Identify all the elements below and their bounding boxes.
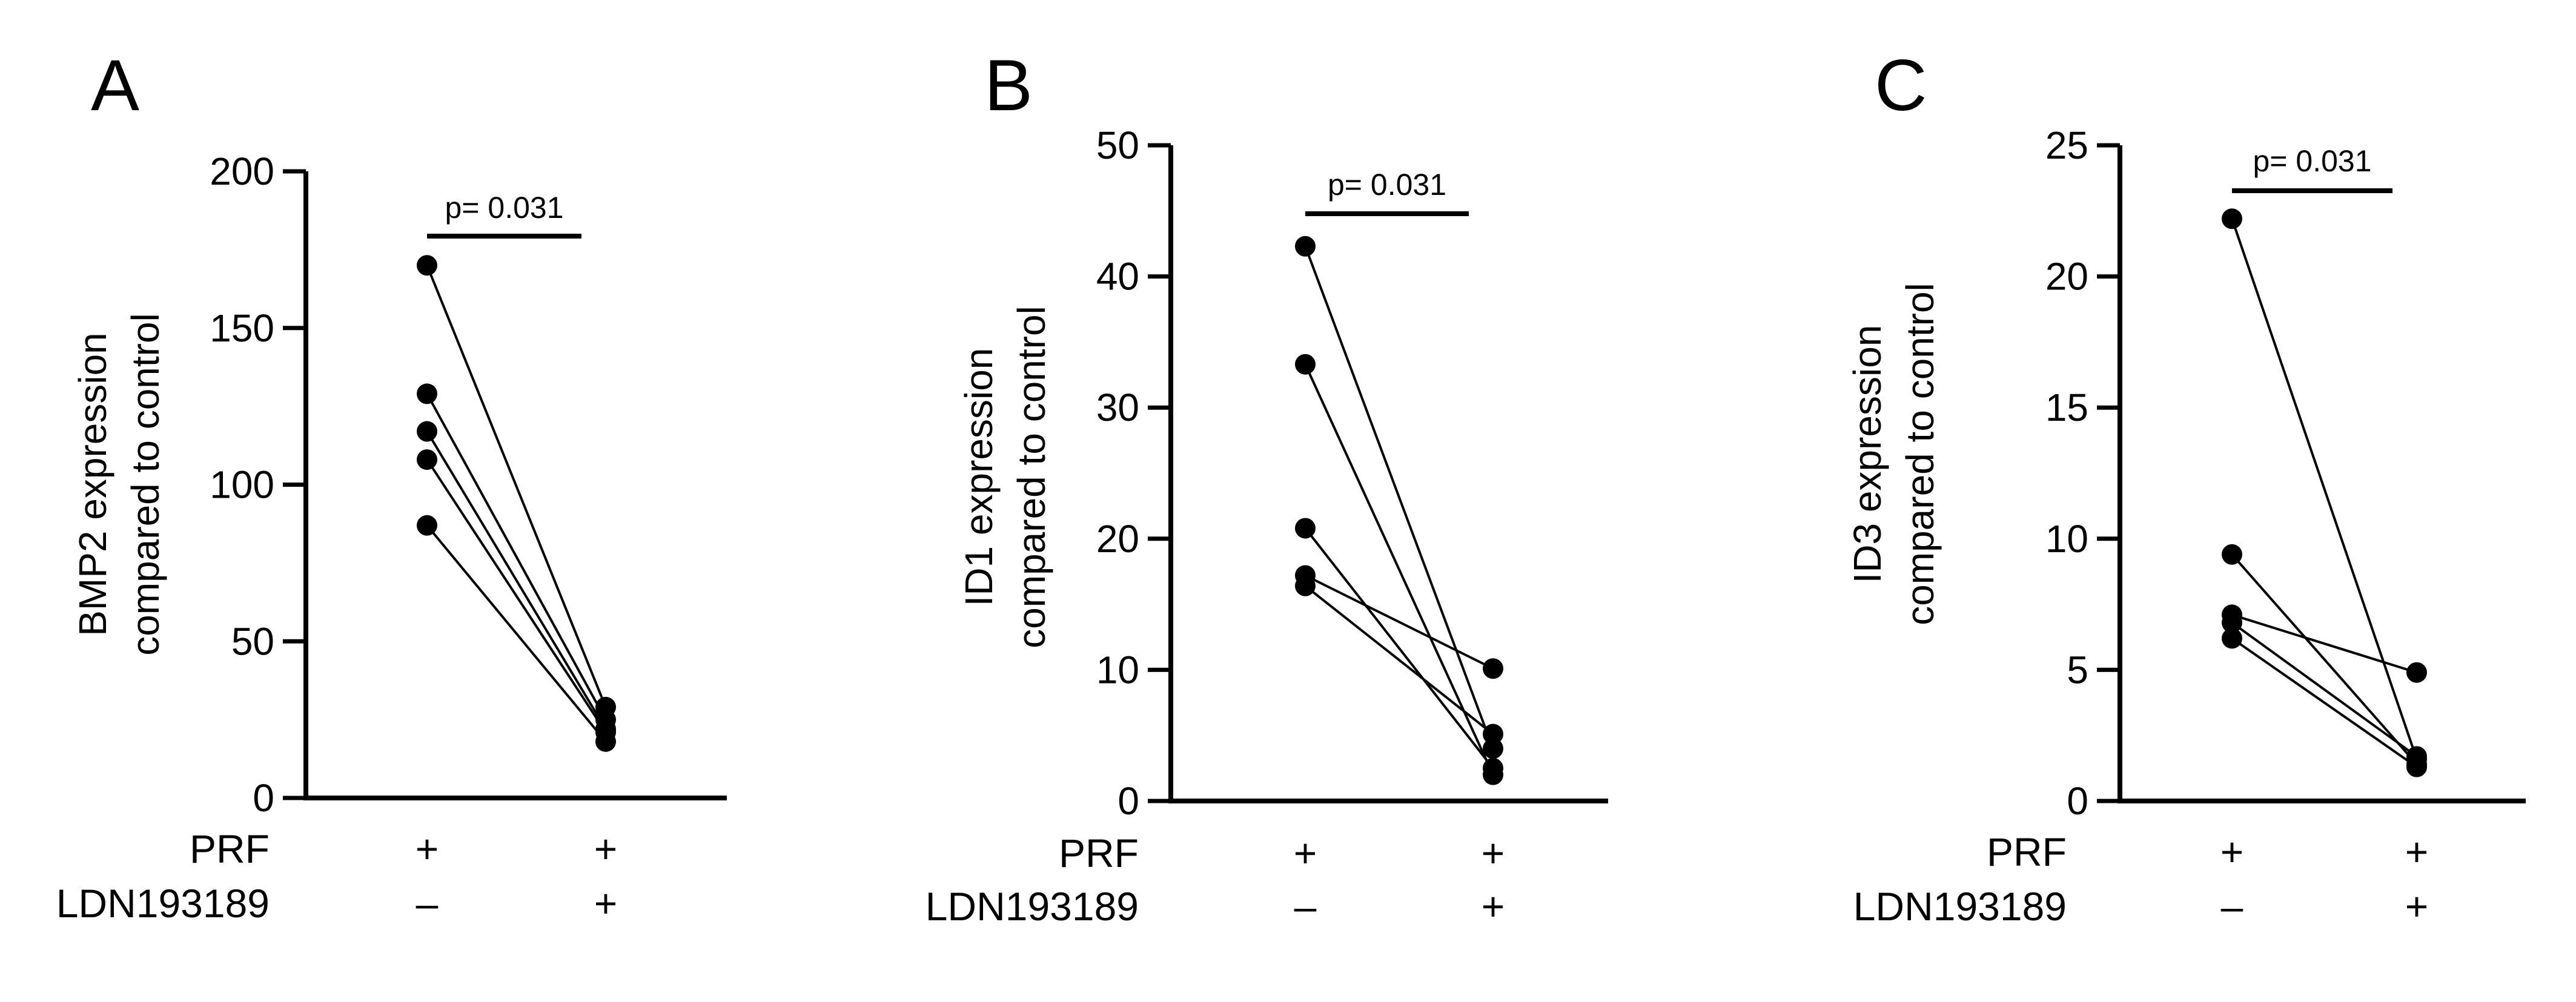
- y-tick-label: 20: [2045, 255, 2088, 298]
- y-axis-title-line-2: compared to control: [124, 313, 167, 656]
- condition-label-ldn193189: LDN193189: [56, 881, 270, 926]
- data-point-3-with-ldn: [2406, 662, 2427, 683]
- panel-a: A 0 50 100 150 200 BMP2 expression compared to …: [56, 45, 727, 926]
- data-point-5-without-ldn: [2222, 628, 2242, 649]
- data-point-4-without-ldn: [417, 449, 437, 470]
- y-tick-label: 0: [2067, 779, 2088, 823]
- y-tick-label: 0: [253, 776, 274, 820]
- y-tick-label: 200: [210, 150, 274, 193]
- data-point-2-without-ldn: [417, 383, 437, 404]
- y-tick-label: 20: [1096, 517, 1139, 561]
- data-point-5-with-ldn: [1483, 723, 1503, 745]
- pair-line-2: [1304, 363, 1494, 776]
- y-tick-label: 40: [1096, 255, 1139, 298]
- condition-label-ldn193189: LDN193189: [925, 884, 1139, 929]
- data-point-1-with-ldn: [1483, 738, 1503, 759]
- condition-label-prf: PRF: [1059, 831, 1139, 875]
- pair-line-4: [1305, 574, 1494, 670]
- y-tick-label: 10: [2045, 517, 2088, 561]
- panel-letter: A: [91, 45, 139, 126]
- data-point-5-with-ldn: [595, 731, 616, 752]
- y-tick-label: 10: [1096, 648, 1139, 691]
- y-axis-title-line-1: ID1 expression: [957, 348, 1001, 607]
- ldn193189-sign: –: [416, 881, 439, 926]
- y-axis-title-line-1: BMP2 expression: [71, 332, 114, 636]
- pair-line-4: [2231, 621, 2418, 757]
- prf-sign: +: [1482, 831, 1505, 875]
- pair-line-2: [2231, 553, 2418, 765]
- panel-letter: C: [1875, 45, 1927, 126]
- pair-line-1: [426, 265, 607, 708]
- data-point-1-without-ldn: [1295, 236, 1316, 257]
- condition-label-ldn193189: LDN193189: [1853, 884, 2067, 929]
- prf-sign: +: [2405, 829, 2429, 874]
- data-point-4-with-ldn: [1483, 658, 1503, 679]
- p-value-label: p= 0.031: [2253, 144, 2371, 178]
- data-point-4-without-ldn: [2222, 612, 2242, 633]
- ldn193189-sign: –: [2221, 884, 2243, 929]
- y-tick-label: 25: [2045, 124, 2088, 167]
- data-point-1-without-ldn: [417, 255, 437, 276]
- data-point-2-without-ldn: [2222, 544, 2242, 565]
- pair-line-5: [2231, 637, 2418, 768]
- ldn193189-sign: +: [594, 881, 618, 926]
- prf-sign: +: [416, 826, 439, 871]
- pair-line-1: [1304, 246, 1494, 750]
- p-value-label: p= 0.031: [1328, 168, 1446, 202]
- pair-line-5: [426, 524, 607, 743]
- p-value-label: p= 0.031: [445, 191, 563, 225]
- panel-b: B 0 10 20 30 40 50 ID1 expression compared to co…: [925, 45, 1608, 929]
- data-point-5-with-ldn: [2406, 756, 2427, 777]
- ldn193189-sign: +: [2405, 884, 2429, 929]
- y-tick-label: 100: [210, 463, 274, 507]
- prf-sign: +: [2220, 829, 2244, 874]
- data-point-3-without-ldn: [417, 421, 437, 442]
- condition-label-prf: PRF: [1987, 829, 2067, 874]
- y-tick-label: 30: [1096, 386, 1139, 429]
- y-axis-title-line-2: compared to control: [1010, 306, 1053, 648]
- panel-letter: B: [984, 45, 1033, 126]
- y-axis-title-line-1: ID3 expression: [1846, 325, 1889, 584]
- data-point-1-without-ldn: [2222, 208, 2242, 229]
- pair-line-2: [426, 393, 607, 720]
- y-tick-label: 0: [1117, 779, 1139, 823]
- pair-line-3: [426, 430, 607, 730]
- ldn193189-sign: –: [1294, 884, 1317, 929]
- pair-line-5: [1304, 585, 1494, 736]
- y-axis-title-line-2: compared to control: [1898, 283, 1942, 625]
- pair-line-3: [2231, 613, 2417, 674]
- ldn193189-sign: +: [1482, 884, 1505, 929]
- pair-line-1: [2231, 218, 2418, 760]
- prf-sign: +: [1294, 831, 1317, 875]
- y-tick-label: 50: [1096, 124, 1139, 167]
- y-tick-label: 50: [231, 619, 274, 663]
- data-point-5-without-ldn: [417, 515, 437, 536]
- pair-line-3: [1304, 527, 1494, 770]
- data-point-2-without-ldn: [1295, 354, 1316, 375]
- data-point-3-without-ldn: [1295, 518, 1316, 539]
- pair-line-4: [426, 459, 607, 733]
- panel-c: C 0 5 10 15 20 25 ID3 expression compared to con…: [1846, 45, 2526, 929]
- y-tick-label: 15: [2045, 386, 2088, 429]
- y-tick-label: 5: [2067, 648, 2088, 691]
- condition-label-prf: PRF: [190, 826, 270, 871]
- y-tick-label: 150: [210, 306, 274, 350]
- prf-sign: +: [594, 826, 618, 871]
- data-point-3-with-ldn: [1483, 757, 1503, 779]
- data-point-5-without-ldn: [1295, 575, 1316, 596]
